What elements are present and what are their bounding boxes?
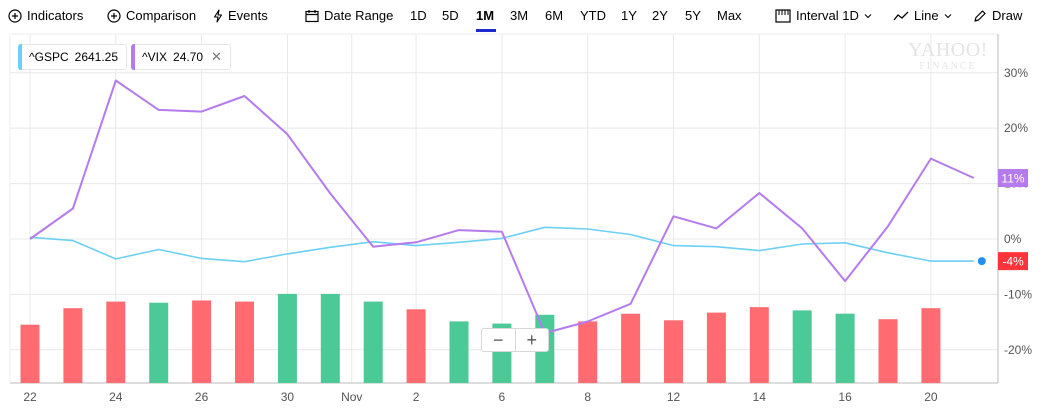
volume-bar — [621, 313, 641, 383]
comparison-button[interactable]: Comparison — [107, 8, 196, 23]
line-chart-icon — [893, 11, 909, 20]
legend-item-gspc[interactable]: ^GSPC 2641.25 — [18, 44, 128, 70]
chevron-down-icon — [944, 13, 951, 18]
range-2y[interactable]: 2Y — [652, 8, 668, 23]
chart-type-label: Line — [914, 8, 939, 23]
volume-bar — [406, 309, 426, 383]
zoom-in-button[interactable]: + — [526, 329, 537, 350]
comparison-label: Comparison — [126, 8, 197, 23]
interval-value: 1D — [842, 8, 859, 23]
x-tick-label: 26 — [195, 390, 209, 404]
chart-toolbar: Indicators Comparison Events Date Range … — [0, 0, 1058, 34]
volume-bar — [235, 301, 254, 383]
date-range-label: Date Range — [324, 8, 394, 23]
volume-bar — [320, 293, 340, 383]
volume-bar — [449, 321, 469, 383]
add-circle-icon — [107, 8, 121, 23]
volume-bar — [664, 320, 683, 383]
range-ytd[interactable]: YTD — [580, 8, 606, 23]
vix-last-value-badge — [998, 169, 1028, 188]
range-5d[interactable]: 5D — [442, 8, 459, 23]
volume-bar — [192, 300, 212, 383]
volume-bar — [149, 302, 169, 383]
volume-bar — [106, 301, 126, 383]
x-tick-label: 16 — [838, 390, 852, 404]
add-circle-icon — [8, 8, 22, 23]
x-tick-label: 20 — [924, 390, 938, 404]
gspc-line — [29, 226, 974, 263]
x-tick-label: 24 — [109, 390, 123, 404]
y-tick-label: 20% — [1004, 121, 1028, 135]
gspc-last-point — [977, 257, 986, 266]
range-1d[interactable]: 1D — [410, 8, 427, 23]
vix-last-value-label: 11% — [1001, 172, 1024, 186]
indicators-label: Indicators — [27, 8, 84, 23]
legend-value: 24.70 — [173, 50, 204, 64]
zoom-out-button[interactable]: − — [482, 329, 516, 351]
x-tick-label: 14 — [753, 390, 767, 404]
legend: ^GSPC 2641.25 ^VIX 24.70 ✕ — [18, 44, 235, 70]
range-1y[interactable]: 1Y — [621, 8, 637, 23]
legend-value: 2641.25 — [74, 50, 119, 64]
legend-symbol: ^VIX — [142, 50, 168, 64]
volume-bar — [363, 301, 383, 383]
x-tick-label: 8 — [584, 390, 591, 404]
gspc-last-value-label: -4% — [1002, 255, 1024, 269]
volume-bar — [749, 307, 769, 383]
volume-bar — [706, 312, 726, 383]
volume-bar — [277, 293, 297, 383]
volume-bar — [878, 319, 898, 383]
interval-icon — [775, 8, 791, 23]
range-max[interactable]: Max — [717, 8, 742, 23]
chevron-down-icon — [864, 13, 872, 18]
gspc-color-bar — [18, 44, 22, 70]
x-tick-label: 22 — [23, 390, 37, 404]
volume-bar — [835, 313, 855, 383]
range-5y[interactable]: 5Y — [685, 8, 701, 23]
zoom-control: − + — [481, 328, 549, 352]
events-label: Events — [228, 8, 268, 23]
yahoo-finance-logo: YAHOO! FINANCE — [908, 39, 988, 72]
chart-type-dropdown[interactable]: Line — [893, 8, 953, 23]
interval-dropdown[interactable]: Interval 1D — [775, 8, 873, 23]
range-1m[interactable]: 1M — [476, 8, 495, 23]
x-tick-label: 30 — [281, 390, 295, 404]
vix-line — [29, 79, 975, 335]
lightning-icon — [213, 8, 223, 23]
volume-bar — [20, 324, 40, 383]
volume-bar — [921, 308, 941, 383]
close-icon[interactable]: ✕ — [211, 49, 222, 64]
range-6m[interactable]: 6M — [545, 8, 564, 23]
draw-label: Draw — [992, 8, 1023, 23]
volume-bar — [578, 321, 598, 383]
x-tick-label: 12 — [667, 390, 681, 404]
y-tick-label: -20% — [1004, 343, 1032, 357]
x-tick-label: 6 — [499, 390, 506, 404]
volume-bar — [792, 310, 812, 383]
events-button[interactable]: Events — [213, 8, 268, 23]
range-3m[interactable]: 3M — [510, 8, 529, 23]
x-tick-label: Nov — [341, 390, 362, 404]
y-tick-label: 30% — [1004, 66, 1028, 80]
y-tick-label: -10% — [1004, 287, 1032, 301]
draw-button[interactable]: Draw — [973, 8, 1022, 23]
pencil-icon — [974, 9, 986, 22]
gspc-last-value-badge — [998, 252, 1028, 271]
indicators-button[interactable]: Indicators — [8, 8, 83, 23]
x-tick-label: 2 — [413, 390, 420, 404]
interval-label: Interval — [796, 8, 839, 23]
volume-bar — [63, 308, 83, 383]
date-range-button[interactable]: Date Range — [305, 8, 393, 23]
y-tick-label: 0% — [1004, 232, 1022, 246]
vix-color-bar — [131, 44, 136, 70]
legend-item-vix[interactable]: ^VIX 24.70 ✕ — [131, 44, 231, 70]
legend-symbol: ^GSPC — [29, 50, 69, 64]
active-range-indicator — [476, 29, 496, 32]
calendar-icon — [305, 9, 319, 22]
